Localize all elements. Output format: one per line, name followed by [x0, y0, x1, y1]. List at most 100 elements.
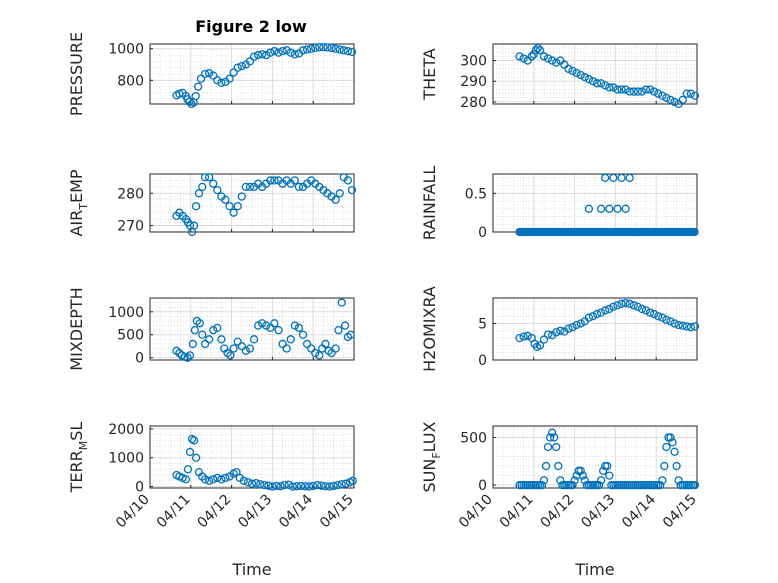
data-point [217, 335, 226, 344]
data-point [637, 87, 647, 96]
y-tick-label: 500 [460, 430, 487, 446]
data-point [194, 189, 204, 198]
series-markers [172, 298, 355, 362]
series-markers [515, 298, 700, 352]
data-point [543, 54, 553, 63]
series-markers [515, 43, 700, 109]
data-point [304, 482, 314, 491]
y-tick-label: 5 [478, 317, 487, 333]
data-point [233, 63, 242, 72]
data-point [226, 351, 235, 360]
data-point [187, 434, 197, 444]
data-point [686, 323, 696, 332]
data-point [537, 480, 547, 490]
data-point [284, 480, 293, 489]
data-point [654, 312, 663, 321]
data-point [341, 479, 350, 488]
data-point [662, 93, 671, 102]
data-point [519, 332, 528, 341]
data-point [321, 339, 330, 349]
data-point [296, 481, 306, 491]
data-point [584, 204, 594, 213]
data-point [596, 476, 606, 485]
data-point [339, 46, 348, 55]
data-point [552, 328, 561, 337]
subplot-7: 0 1000 2000 04/10 04/11 04/12 04/13 04/14 04/15 T… [67, 422, 357, 579]
data-point [554, 461, 563, 471]
data-point [278, 46, 287, 56]
data-point [260, 480, 269, 490]
data-point [266, 323, 275, 333]
data-point [335, 189, 344, 198]
y-tick-label: 280 [117, 186, 144, 202]
data-point [327, 43, 336, 53]
data-point [621, 298, 630, 308]
data-point [335, 45, 344, 54]
data-point [686, 89, 696, 98]
series-markers [515, 173, 699, 237]
data-point [196, 74, 206, 83]
data-point [237, 342, 246, 351]
data-point [641, 306, 651, 315]
data-point [185, 97, 194, 106]
data-point [670, 97, 679, 107]
data-point [205, 335, 214, 344]
data-point [605, 204, 614, 213]
data-point [576, 70, 585, 80]
data-point [633, 87, 642, 96]
data-point [348, 476, 357, 485]
y-tick-label: 0.5 [465, 186, 487, 202]
data-point [191, 202, 201, 211]
y-tick-label: 800 [117, 73, 144, 89]
data-point [282, 46, 291, 55]
series-markers [515, 428, 700, 490]
data-point [670, 447, 679, 456]
data-point [331, 344, 340, 353]
data-point [609, 173, 618, 183]
data-point [200, 173, 210, 182]
data-point [298, 330, 308, 339]
data-point [229, 208, 238, 217]
data-point [262, 321, 271, 330]
y-tick-label: 290 [460, 74, 487, 90]
data-point [672, 461, 681, 471]
figure-title: Figure 2 low [195, 17, 307, 36]
data-point [515, 52, 524, 61]
data-point [198, 182, 207, 192]
data-point [183, 465, 193, 474]
data-point [249, 52, 259, 61]
data-point [527, 52, 536, 61]
data-point [666, 317, 675, 326]
y-axis-label: TERRMSL [67, 422, 90, 494]
data-point [645, 308, 655, 317]
x-tick-label: 04/12 [538, 492, 578, 532]
data-point [253, 50, 263, 60]
data-point [189, 221, 199, 230]
data-point [584, 75, 594, 84]
data-point [205, 173, 214, 182]
data-point [596, 308, 606, 317]
data-point [678, 321, 687, 330]
data-point [294, 182, 304, 192]
y-tick-label: 0 [135, 351, 144, 367]
data-point [625, 299, 634, 308]
data-point [200, 475, 210, 484]
data-point [580, 72, 589, 82]
data-point [592, 309, 602, 319]
data-point [572, 471, 581, 480]
data-point [690, 322, 700, 331]
data-point [690, 227, 699, 237]
subplot-5: 0 500 1000 MIXDEPTH [67, 287, 355, 371]
data-point [523, 331, 532, 341]
data-point [209, 179, 218, 188]
data-point [529, 50, 538, 59]
data-point [340, 321, 350, 330]
data-point [268, 482, 277, 491]
series-markers [172, 434, 357, 491]
data-point [262, 50, 271, 60]
data-point [321, 482, 330, 491]
data-point [264, 481, 273, 490]
data-point [625, 173, 634, 183]
data-point [564, 324, 573, 333]
